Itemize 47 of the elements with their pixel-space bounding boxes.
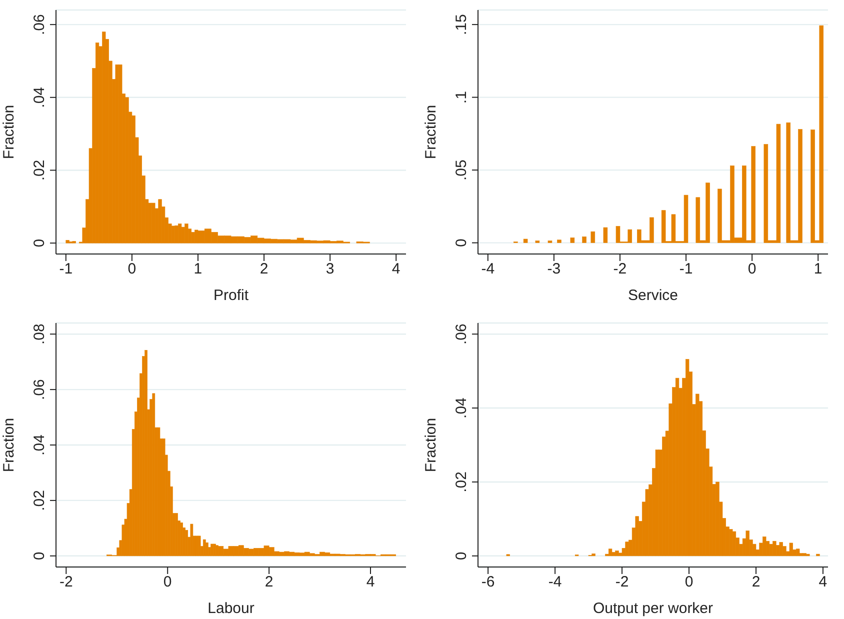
x-tick-label: -3 [547, 260, 561, 278]
y-tick-label: .06 [453, 323, 470, 344]
y-tick-label: .06 [31, 14, 48, 35]
x-axis-title: Service [628, 287, 678, 304]
x-tick-label: 0 [163, 573, 172, 590]
x-axis-title: Output per worker [592, 600, 714, 616]
y-tick-label: 0 [31, 551, 48, 560]
y-tick-label: .04 [31, 434, 48, 455]
x-tick-label: 2 [260, 260, 268, 278]
x-tick-label: -2 [615, 573, 629, 590]
x-tick-label: -2 [613, 260, 627, 278]
x-axis-title: Labour [208, 600, 254, 616]
y-tick-label: .06 [31, 378, 48, 400]
x-tick-label: 1 [194, 260, 202, 278]
x-tick-label: 3 [326, 260, 334, 278]
y-tick-label: .02 [31, 490, 48, 510]
x-tick-label: 2 [264, 573, 274, 590]
y-tick-label: 0 [453, 238, 470, 247]
x-tick-label: -4 [548, 573, 562, 590]
x-tick-label: -6 [481, 573, 495, 590]
x-tick-label: -4 [481, 260, 495, 278]
y-tick-label: .04 [31, 86, 48, 108]
y-axis-title: Fraction [0, 104, 18, 160]
x-tick-label: 0 [684, 573, 694, 590]
y-axis-title: Fraction [422, 417, 440, 472]
y-tick-label: .05 [453, 160, 470, 180]
y-tick-label: .1 [453, 91, 470, 104]
x-tick-label: 2 [752, 573, 760, 590]
y-tick-label: 0 [31, 238, 48, 248]
y-tick-label: .02 [453, 471, 470, 492]
x-tick-label: -1 [59, 260, 73, 278]
y-axis-title: Fraction [422, 104, 440, 160]
x-tick-label: 1 [814, 260, 822, 278]
y-tick-label: .02 [31, 160, 48, 181]
y-tick-label: .15 [453, 14, 470, 35]
x-tick-label: 0 [128, 260, 136, 278]
y-axis-title: Fraction [0, 417, 18, 472]
x-tick-label: 4 [392, 260, 400, 278]
y-tick-label: .04 [453, 397, 470, 418]
x-tick-label: 4 [366, 573, 375, 590]
x-tick-label: 4 [818, 573, 828, 590]
x-tick-label: 0 [748, 260, 756, 278]
y-tick-label: 0 [453, 551, 470, 560]
x-tick-label: -2 [59, 573, 73, 590]
x-tick-label: -1 [679, 260, 693, 278]
y-tick-label: .08 [31, 323, 48, 344]
x-axis-title: Profit [213, 287, 250, 304]
